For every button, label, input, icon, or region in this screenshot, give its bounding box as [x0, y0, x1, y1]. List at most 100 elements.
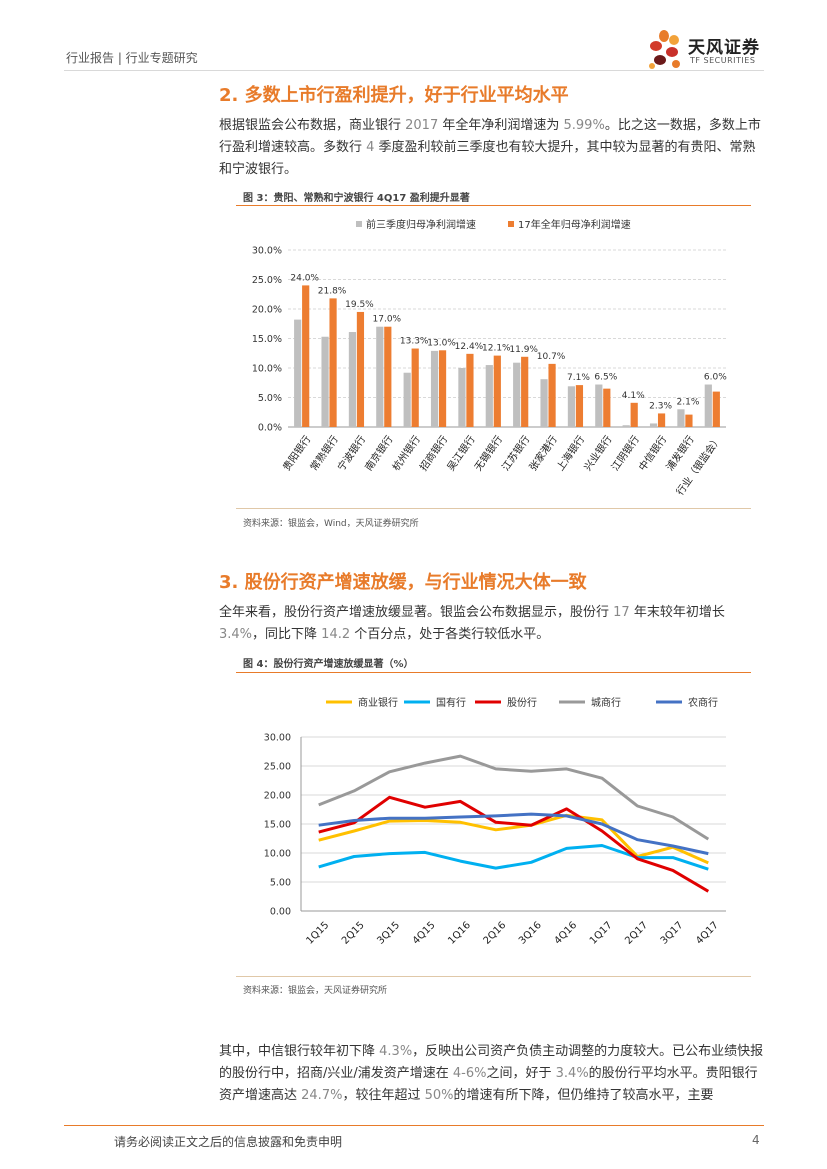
section-3-title: 3. 股份行资产增速放缓，与行业情况大体一致	[219, 572, 587, 593]
bar-q3	[677, 409, 685, 427]
bar-q3	[430, 350, 439, 427]
bar-fy17	[302, 285, 310, 427]
series-line-国有行	[318, 844, 709, 871]
para-number: 3.4%	[555, 1066, 589, 1081]
series-line-商业银行	[318, 813, 709, 865]
para-number: 3.4%	[219, 627, 253, 642]
petal-logo-icon	[649, 30, 680, 69]
para-number: 2017	[405, 118, 439, 133]
bar-fy17	[466, 353, 474, 427]
bar-fy17	[438, 350, 447, 427]
x-tick-label: 1Q16	[446, 920, 473, 947]
para-text: 的增速有所下降，但仍维持了较高水平，主要	[453, 1088, 714, 1103]
y-tick-label: 20.00	[264, 791, 291, 802]
series-line-农商行	[318, 812, 709, 856]
bar-fy17	[384, 326, 392, 427]
x-tick-label: 1Q17	[588, 920, 615, 947]
logo-chinese-name: 天风证券	[688, 38, 760, 58]
figure-3-bottom-rule	[236, 508, 751, 509]
legend-label: 农商行	[688, 696, 718, 709]
header-divider	[64, 70, 764, 71]
data-label: 6.5%	[594, 373, 617, 383]
series-line-股份行	[318, 795, 710, 893]
y-tick-label: 30.0%	[252, 246, 282, 257]
legend-swatch	[356, 221, 362, 227]
y-tick-label: 25.00	[264, 762, 291, 773]
data-label: 12.1%	[482, 344, 511, 354]
bar-q3	[348, 332, 357, 427]
para-number: 17	[613, 605, 630, 620]
para-text: 的股份行平均水平。贵阳银行资产增速高达	[219, 1066, 758, 1103]
figure-3-top-rule	[236, 205, 751, 206]
x-tick-label: 2Q15	[340, 920, 367, 947]
data-label: 17.0%	[373, 315, 402, 325]
para-text: 年末较年初增长	[629, 605, 725, 620]
section-2-title: 2. 多数上市行盈利提升，好于行业平均水平	[219, 85, 569, 106]
para-text: 之间，好于	[486, 1066, 556, 1081]
figure-4-title: 图 4：股份行资产增速放缓显著（%）	[243, 659, 414, 670]
bar-chart-profit-growth: 前三季度归母净利润增速 17年全年归母净利润增速 0.0% 5.0% 10.0% 15.0…	[252, 218, 727, 498]
report-type-header: 行业报告 | 行业专题研究	[66, 51, 198, 65]
para-text: ，反映出公司资产负债主动调整的力度较大。已公布业绩快报的股份行中，招商/兴业/浦…	[219, 1044, 764, 1081]
legend-label: 城商行	[591, 696, 621, 709]
data-label: 13.3%	[400, 337, 429, 347]
bar-q3	[567, 386, 576, 427]
y-tick-label: 5.0%	[258, 393, 282, 404]
para-text: 全年来看，股份行资产增速放缓显著。银监会公布数据显示，股份行	[219, 605, 614, 620]
para-text: 个百分点，处于各类行较低水平。	[350, 627, 550, 642]
figure-3-source: 资料来源：银监会，Wind，天风证券研究所	[243, 519, 419, 529]
bar-q3	[458, 368, 466, 427]
data-label: 19.5%	[345, 300, 374, 310]
data-label: 2.1%	[677, 397, 700, 407]
data-label: 10.7%	[537, 352, 566, 362]
bar-fy17	[411, 348, 419, 427]
bar-fy17	[657, 413, 666, 427]
x-tick-label: 4Q15	[411, 920, 438, 947]
para-number: 14.2	[321, 627, 351, 642]
page-number: 4	[752, 1133, 760, 1147]
bar-fy17	[603, 388, 611, 427]
x-tick-label: 3Q16	[517, 920, 544, 947]
bar-q3	[622, 425, 630, 427]
x-tick-label: 4Q17	[694, 920, 721, 947]
y-tick-label: 15.00	[264, 820, 291, 831]
bar-q3	[649, 423, 658, 427]
para-text: 年全年净利润增速为	[438, 118, 564, 133]
para-number: 4	[366, 140, 375, 155]
bar-q3	[376, 326, 384, 427]
bar-fy17	[575, 385, 584, 427]
y-tick-label: 15.0%	[252, 334, 282, 345]
bar-q3	[294, 319, 302, 427]
para-text: ，同比下降	[252, 627, 322, 642]
data-label: 13.0%	[427, 338, 456, 348]
legend-label: 商业银行	[358, 696, 398, 709]
figure-4-bottom-rule	[236, 976, 751, 977]
series-line-城商行	[318, 754, 710, 841]
y-tick-label: 0.00	[270, 907, 291, 918]
logo-english-name: TF SECURITIES	[690, 56, 756, 65]
legend-label: 股份行	[507, 696, 537, 709]
bar-fy17	[548, 363, 556, 427]
data-label: 6.0%	[704, 373, 727, 383]
data-label: 4.1%	[622, 391, 645, 401]
data-label: 12.4%	[455, 342, 484, 352]
bar-q3	[540, 379, 548, 427]
figure-4-source: 资料来源：银监会，天风证券研究所	[243, 986, 388, 996]
bar-fy17	[630, 402, 638, 427]
legend-swatch	[508, 221, 514, 227]
bar-fy17	[685, 414, 693, 427]
x-tick-label: 1Q15	[305, 920, 332, 947]
footer-disclaimer: 请务必阅读正文之后的信息披露和免责申明	[114, 1135, 343, 1149]
para-text: 其中，中信银行较年初下降	[219, 1044, 380, 1059]
para-number: 50%	[424, 1088, 454, 1103]
para-number: 5.99%	[563, 118, 605, 133]
bar-q3	[485, 365, 493, 427]
x-tick-label: 4Q16	[552, 920, 579, 947]
bar-q3	[704, 384, 712, 427]
data-label: 24.0%	[290, 273, 319, 283]
line-chart-asset-growth: 商业银行 国有行 股份行 城商行 农商行 0.00 5.00 10.00 15.00 20.00 2…	[264, 696, 726, 947]
y-tick-label: 10.00	[264, 849, 291, 860]
y-tick-label: 10.0%	[252, 364, 282, 375]
section-2-paragraph: 根据银监会公布数据，商业银行 2017 年全年净利润增速为 5.99%。比之这一…	[219, 115, 764, 181]
y-tick-label: 5.00	[270, 878, 291, 889]
